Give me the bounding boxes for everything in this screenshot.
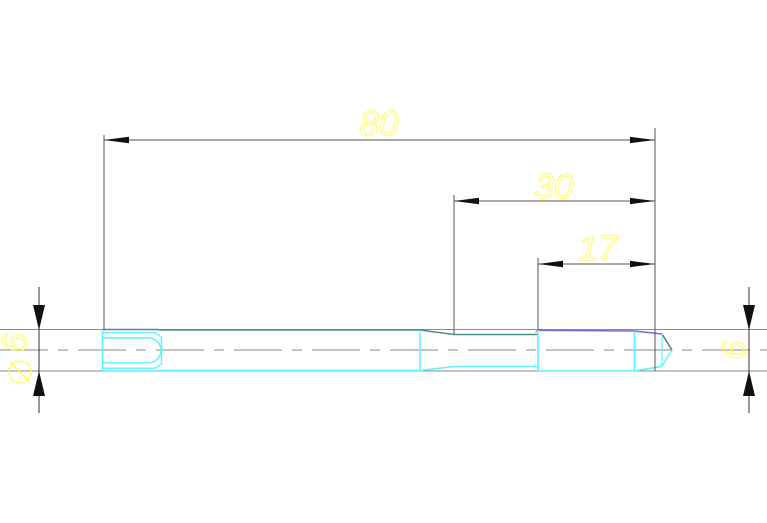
svg-text:17: 17 xyxy=(579,229,619,268)
svg-text:30: 30 xyxy=(535,168,574,207)
svg-text:6: 6 xyxy=(715,340,754,360)
svg-text:80: 80 xyxy=(360,105,399,144)
svg-text:6: 6 xyxy=(0,333,35,353)
